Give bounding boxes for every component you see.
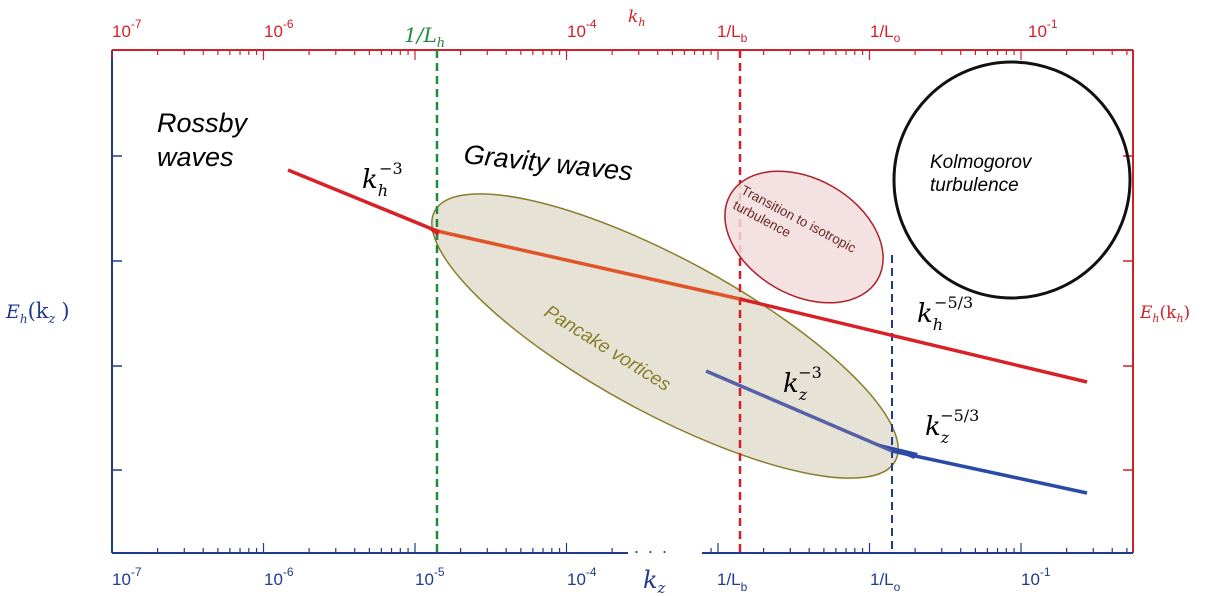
top-tick-label: 10-7 <box>112 17 142 41</box>
kz-minus53-label: kz−5/3 <box>925 406 979 447</box>
bottom-axis-break-dots: . . . <box>634 537 669 557</box>
top-axis-minor-ticks <box>111 50 1128 60</box>
top-axis-label: kh <box>628 7 645 29</box>
kh-arrow-mark <box>424 226 440 236</box>
transition-region <box>724 170 884 304</box>
kh-minus53-label: kh−5/3 <box>917 293 973 334</box>
marker-1-over-Lo-bottom: 1/Lo <box>870 570 901 594</box>
kh-transition-segment <box>436 229 741 301</box>
pancake-vortices-region <box>431 193 899 479</box>
bottom-tick-label: 10-6 <box>264 565 294 589</box>
bottom-tick-label: 10-5 <box>415 565 445 589</box>
right-axis-label: Eh(kh) <box>1139 303 1190 325</box>
left-axis-ticks <box>112 155 122 471</box>
top-tick-label: 10-4 <box>567 17 597 41</box>
bottom-tick-label: 10-7 <box>112 565 142 589</box>
bottom-axis-minor-ticks <box>111 543 1128 553</box>
kh-minus3-label: kh−3 <box>362 159 403 200</box>
right-axis-ticks <box>1123 155 1133 471</box>
gravity-waves-label: Gravity waves <box>462 139 634 187</box>
kz-minus3-label: kz−3 <box>783 363 822 404</box>
kz-arrow-mark <box>876 443 918 459</box>
marker-1-over-Lh: 1/Lh <box>404 23 445 51</box>
rossby-waves-label: Rossby waves <box>157 108 249 172</box>
top-tick-label: 10-6 <box>264 17 294 41</box>
left-axis-label: Eh(kz) <box>5 299 70 327</box>
kolmogorov-label: Kolmogorov turbulence <box>930 152 1033 196</box>
bottom-axis-break <box>628 546 702 560</box>
kz-minus3-segment <box>705 369 893 453</box>
kz-minus53-segment <box>891 449 1088 495</box>
kolmogorov-region <box>892 60 1132 300</box>
top-tick-label: 10-1 <box>1028 17 1058 41</box>
bottom-tick-label: 10-1 <box>1021 565 1051 589</box>
bottom-tick-label: 10-4 <box>567 565 597 589</box>
kh-minus53-segment <box>739 297 1088 384</box>
marker-1-over-Lb-bottom: 1/Lb <box>717 570 748 594</box>
bottom-axis-label: kz <box>643 566 666 596</box>
marker-1-over-Lo-top: 1/Lo <box>870 22 901 45</box>
kh-minus3-segment <box>287 168 438 233</box>
marker-1-over-Lb-top: 1/Lb <box>717 22 748 45</box>
